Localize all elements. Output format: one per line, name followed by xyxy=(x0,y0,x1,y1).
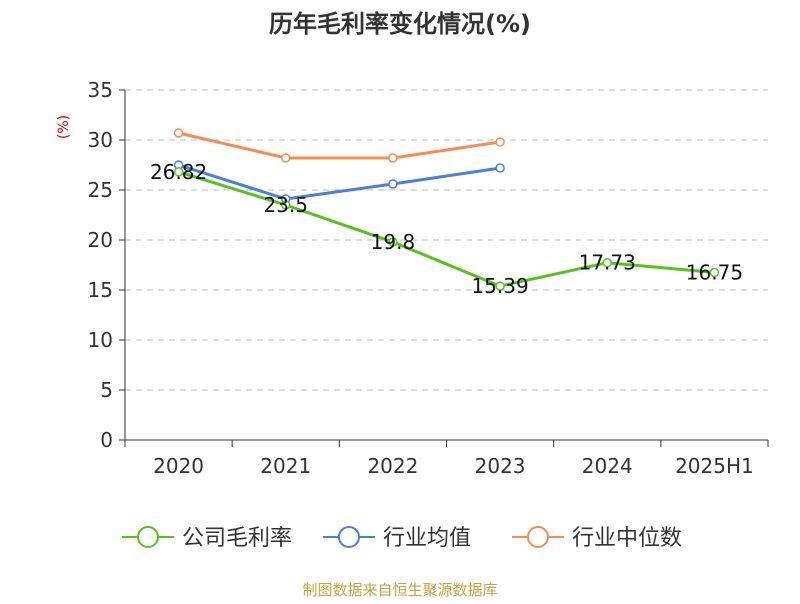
series-point-2 xyxy=(495,137,505,147)
series-line-1 xyxy=(178,163,501,201)
x-tick-label: 2025H1 xyxy=(675,454,754,478)
series-point-0 xyxy=(281,200,291,210)
legend: 公司毛利率 行业均值 行业中位数 xyxy=(122,526,682,551)
data-label-layer: 26.82 23.5 19.8 15.39 17.73 16.75 xyxy=(150,160,743,298)
series-point-0 xyxy=(495,281,505,291)
chart-title: 历年毛利率变化情况(%) xyxy=(269,10,531,38)
y-tick-label: 0 xyxy=(100,428,113,452)
x-tick-label: 2023 xyxy=(475,454,526,478)
data-label: 19.8 xyxy=(371,230,416,254)
x-tick-label: 2024 xyxy=(582,454,633,478)
data-label: 23.5 xyxy=(263,193,308,217)
series-line-0 xyxy=(178,170,715,288)
x-tick-label: 2020 xyxy=(153,454,204,478)
series-point-2 xyxy=(281,153,291,163)
data-label: 16.75 xyxy=(686,261,743,285)
series-point-0 xyxy=(388,237,398,247)
y-tick-label: 15 xyxy=(88,278,113,302)
y-tick-label: 5 xyxy=(100,378,113,402)
source-note: 制图数据来自恒生聚源数据库 xyxy=(302,581,497,599)
legend-label-1: 行业均值 xyxy=(383,526,471,551)
legend-label-0: 公司毛利率 xyxy=(182,526,292,551)
grid-layer xyxy=(125,89,768,391)
axis-layer: 0 5 10 15 20 25 30 35 2020 2021 2022 2023 2024 2025H1 xyxy=(88,78,769,478)
series-point-0 xyxy=(173,167,184,177)
series-layer xyxy=(173,128,720,291)
series-point-2 xyxy=(388,153,398,163)
y-axis-label: (%) xyxy=(56,115,72,139)
series-line-2 xyxy=(178,131,501,160)
y-tick-label: 20 xyxy=(88,228,113,252)
x-tick-label: 2022 xyxy=(367,454,418,478)
y-tick-label: 10 xyxy=(88,328,113,352)
x-tick-label: 2021 xyxy=(260,454,311,478)
y-tick-label: 25 xyxy=(88,178,113,202)
y-tick-label: 30 xyxy=(88,128,113,152)
series-point-2 xyxy=(173,128,184,138)
series-point-0 xyxy=(709,267,720,278)
legend-marker-2 xyxy=(527,526,549,548)
legend-label-2: 行业中位数 xyxy=(572,526,682,551)
series-point-1 xyxy=(388,179,398,189)
series-point-0 xyxy=(602,257,612,268)
data-label: 17.73 xyxy=(579,251,636,275)
y-tick-label: 35 xyxy=(88,78,113,102)
data-label: 26.82 xyxy=(150,160,207,184)
legend-marker-1 xyxy=(338,526,360,548)
legend-marker-0 xyxy=(137,526,159,548)
series-point-1 xyxy=(495,163,505,173)
data-label: 15.39 xyxy=(471,274,528,298)
